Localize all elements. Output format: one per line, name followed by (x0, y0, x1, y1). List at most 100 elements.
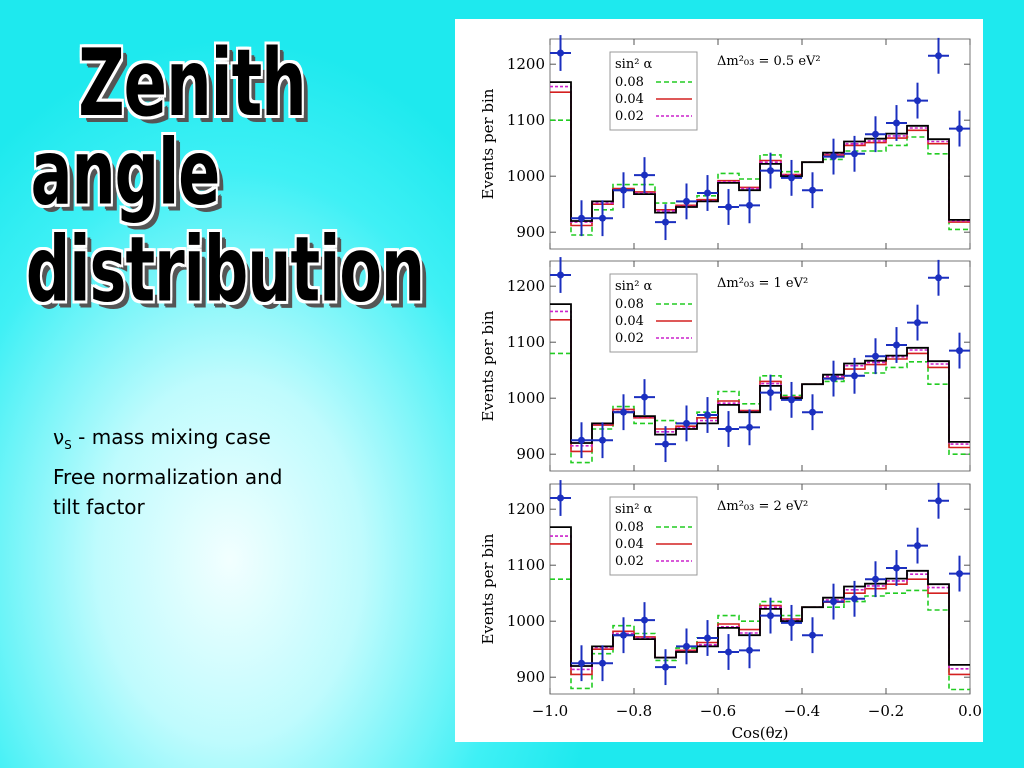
data-point (949, 332, 970, 369)
legend-label: 0.04 (615, 537, 644, 552)
data-point-marker (704, 634, 711, 642)
nu-subscript: S (64, 438, 72, 452)
delta-m-annotation: Δm²₀₃ = 0.5 eV² (717, 54, 821, 69)
data-point-marker (704, 189, 711, 197)
panel-2: 900 1000 1100 1200 Events per bin sin² α 0.08 0… (479, 257, 971, 472)
x-tick-label: 0.0 (958, 702, 982, 720)
data-point-marker (662, 440, 669, 448)
data-point (676, 628, 697, 665)
legend-label: 0.04 (615, 314, 644, 329)
data-point (613, 617, 634, 654)
legend-title: sin² α (615, 279, 653, 294)
legend-label: 0.08 (615, 520, 644, 535)
data-point-marker (830, 375, 837, 383)
y-tick-label: 1100 (507, 556, 545, 574)
data-point (697, 620, 718, 656)
legend-label: 0.02 (615, 109, 644, 124)
legend-title: sin² α (615, 57, 653, 72)
title-angle: angle (30, 119, 221, 226)
data-point-marker (935, 497, 942, 505)
data-point (634, 157, 655, 193)
data-point (739, 409, 760, 446)
data-point-marker (662, 663, 669, 671)
data-point (781, 604, 802, 641)
data-point-marker (578, 436, 585, 444)
data-point (865, 116, 886, 153)
data-point (613, 172, 634, 209)
data-point (697, 397, 718, 433)
data-point-marker (767, 167, 774, 175)
data-point-marker (599, 214, 606, 222)
data-point (550, 35, 571, 71)
data-point (718, 411, 739, 447)
data-point (907, 82, 928, 119)
data-point-marker (914, 542, 921, 550)
data-point (718, 189, 739, 225)
data-point-marker (893, 564, 900, 572)
data-point (655, 649, 676, 686)
x-axis-label: Cos(θz) (732, 724, 789, 742)
data-point-marker (956, 570, 963, 578)
y-axis-label: Events per bin (479, 310, 497, 421)
data-point (634, 379, 655, 415)
data-point-marker (851, 595, 858, 603)
y-tick-label: 1000 (507, 389, 545, 407)
data-point-marker (620, 631, 627, 639)
data-point (928, 37, 949, 74)
x-tick-label: −1.0 (532, 702, 568, 720)
data-point (571, 422, 592, 459)
data-point (592, 645, 613, 682)
mass-mixing-note: νS - mass mixing case (53, 425, 271, 452)
data-point-marker (830, 598, 837, 606)
data-point-marker (872, 130, 879, 138)
data-point (886, 327, 907, 363)
data-point (592, 200, 613, 237)
panel-3: 900 1000 1100 1200 Events per bin sin² α 0.08 0… (479, 480, 982, 742)
data-point-marker (725, 203, 732, 211)
y-axis-label: Events per bin (479, 88, 497, 199)
data-point (760, 597, 781, 634)
data-point-marker (683, 419, 690, 427)
y-tick-label: 1100 (507, 333, 545, 351)
data-point-marker (956, 125, 963, 133)
data-point-marker (578, 659, 585, 667)
data-point-marker (746, 646, 753, 654)
data-point-marker (851, 150, 858, 158)
legend-label: 0.02 (615, 554, 644, 569)
data-point-marker (935, 52, 942, 60)
y-tick-label: 900 (516, 223, 545, 241)
data-point-marker (641, 171, 648, 179)
data-point (844, 580, 865, 617)
y-tick-label: 900 (516, 668, 545, 686)
data-point (844, 357, 865, 394)
data-point (907, 527, 928, 564)
data-point-marker (599, 436, 606, 444)
data-point-marker (956, 347, 963, 355)
data-point (613, 394, 634, 431)
plot-frame (549, 38, 971, 250)
data-point-marker (557, 271, 564, 279)
data-point (865, 561, 886, 598)
data-point (949, 110, 970, 147)
nu-symbol: ν (53, 425, 65, 449)
data-point (655, 426, 676, 463)
data-point-marker (578, 214, 585, 222)
data-point (739, 187, 760, 224)
data-point (823, 138, 844, 175)
legend-box (609, 273, 698, 353)
data-point (655, 204, 676, 241)
plot-panel: 900 1000 1100 1200 Events per bin sin² α 0.08 0… (455, 19, 983, 742)
data-point-marker (767, 612, 774, 620)
data-point (823, 583, 844, 620)
plot-frame (549, 483, 971, 695)
data-point-marker (683, 642, 690, 650)
data-point-marker (788, 174, 795, 182)
data-point-marker (620, 408, 627, 416)
legend-label: 0.02 (615, 331, 644, 346)
y-tick-label: 1200 (507, 500, 545, 518)
data-point-marker (620, 186, 627, 194)
data-point (802, 394, 823, 431)
y-tick-label: 900 (516, 445, 545, 463)
delta-m-annotation: Δm²₀₃ = 2 eV² (717, 499, 808, 514)
data-point (844, 135, 865, 172)
